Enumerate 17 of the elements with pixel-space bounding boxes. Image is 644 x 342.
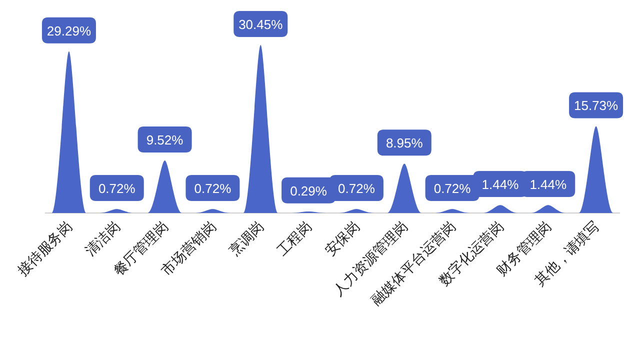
data-label: 0.72%: [98, 181, 136, 196]
data-label: 30.45%: [238, 17, 284, 32]
data-label: 9.52%: [146, 132, 184, 148]
x-tick-label: 工程岗: [274, 218, 315, 259]
data-label: 1.44%: [530, 177, 567, 192]
data-label: 0.29%: [290, 183, 328, 198]
data-label: 0.72%: [434, 181, 472, 196]
data-label: 1.44%: [482, 177, 520, 192]
x-tick-label: 烹调岗: [226, 218, 267, 259]
x-tick-label: 接待服务岗: [14, 218, 76, 279]
data-label: 29.29%: [46, 23, 92, 38]
data-label: 15.73%: [574, 98, 619, 114]
data-label: 8.95%: [386, 136, 424, 151]
x-tick-label: 安保岗: [322, 218, 363, 259]
x-tick-label: 清洁岗: [82, 218, 123, 259]
data-label: 0.72%: [338, 181, 376, 196]
data-label: 0.72%: [194, 181, 232, 196]
